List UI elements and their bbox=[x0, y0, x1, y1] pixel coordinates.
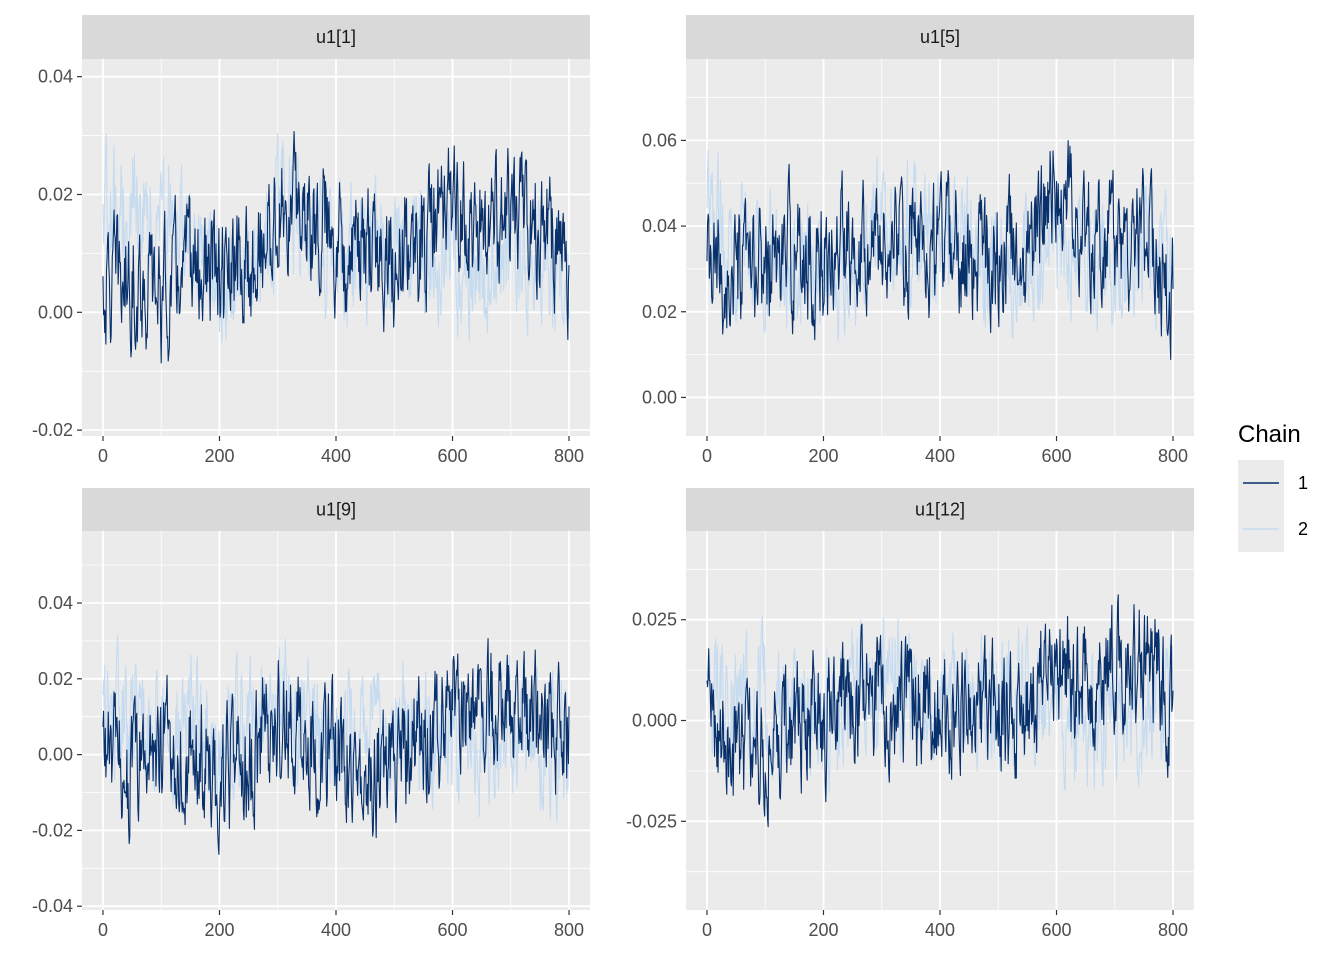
traces bbox=[102, 635, 570, 855]
facet-strip bbox=[686, 15, 1194, 59]
x-tick-label: 400 bbox=[321, 920, 351, 940]
facet-title: u1[9] bbox=[316, 500, 356, 520]
panel-2: u1[5] 0 200 400 600 800 0.00 0.02 0.04 0.06 bbox=[642, 15, 1194, 466]
y-tick-label: 0.02 bbox=[38, 184, 73, 204]
traces bbox=[706, 594, 1174, 828]
x-tick-label: 600 bbox=[1041, 920, 1071, 940]
x-tick-label: 800 bbox=[554, 446, 584, 466]
x-tick-label: 0 bbox=[98, 446, 108, 466]
x-tick-label: 600 bbox=[437, 446, 467, 466]
y-tick-label: -0.025 bbox=[626, 811, 677, 831]
x-tick-label: 600 bbox=[437, 920, 467, 940]
panel-1: u1[1] 0 200 400 600 800 -0.02 0.00 0.02 0.04 bbox=[32, 15, 590, 466]
facet-title: u1[5] bbox=[920, 27, 960, 47]
y-tick-label: 0.06 bbox=[642, 130, 677, 150]
trace-chain-1 bbox=[102, 638, 570, 855]
x-tick-label: 0 bbox=[98, 920, 108, 940]
y-tick-label: 0.02 bbox=[642, 302, 677, 322]
facet-title: u1[1] bbox=[316, 27, 356, 47]
x-tick-label: 200 bbox=[204, 446, 234, 466]
facet-strip bbox=[82, 488, 590, 531]
legend-label: 1 bbox=[1298, 473, 1308, 493]
y-tick-label: 0.000 bbox=[632, 711, 677, 731]
x-tick-label: 200 bbox=[808, 920, 838, 940]
legend-label: 2 bbox=[1298, 519, 1308, 539]
y-tick-label: 0.00 bbox=[642, 387, 677, 407]
x-tick-label: 0 bbox=[702, 920, 712, 940]
x-tick-label: 0 bbox=[702, 446, 712, 466]
y-tick-label: -0.02 bbox=[32, 820, 73, 840]
y-tick-label: 0.04 bbox=[38, 67, 73, 87]
y-tick-label: -0.04 bbox=[32, 896, 73, 916]
x-tick-label: 600 bbox=[1041, 446, 1071, 466]
y-tick-label: 0.04 bbox=[38, 593, 73, 613]
facet-strip bbox=[686, 488, 1194, 531]
traces bbox=[706, 140, 1174, 361]
trace-chain-1 bbox=[706, 140, 1174, 361]
y-tick-label: -0.02 bbox=[32, 420, 73, 440]
legend: Chain 1 2 bbox=[1238, 421, 1308, 552]
x-tick-label: 200 bbox=[204, 920, 234, 940]
y-tick-label: 0.025 bbox=[632, 610, 677, 630]
trace-chain-2 bbox=[102, 133, 570, 344]
y-tick-label: 0.04 bbox=[642, 216, 677, 236]
traces bbox=[102, 130, 570, 364]
legend-title: Chain bbox=[1238, 421, 1301, 448]
x-tick-label: 400 bbox=[925, 920, 955, 940]
facet-strip bbox=[82, 15, 590, 59]
trace-chain-1 bbox=[706, 594, 1174, 828]
x-tick-label: 800 bbox=[1158, 920, 1188, 940]
trace-chain-2 bbox=[706, 150, 1174, 342]
x-tick-label: 400 bbox=[321, 446, 351, 466]
y-tick-label: 0.02 bbox=[38, 669, 73, 689]
facet-title: u1[12] bbox=[915, 500, 965, 520]
x-tick-label: 800 bbox=[1158, 446, 1188, 466]
x-tick-label: 400 bbox=[925, 446, 955, 466]
panel-4: u1[12] 0 200 400 600 800 -0.025 0.000 0.025 bbox=[626, 488, 1194, 940]
trace-chain-1 bbox=[102, 130, 570, 364]
x-tick-label: 200 bbox=[808, 446, 838, 466]
x-tick-label: 800 bbox=[554, 920, 584, 940]
y-tick-label: 0.00 bbox=[38, 302, 73, 322]
y-tick-label: 0.00 bbox=[38, 745, 73, 765]
panel-3: u1[9] 0 200 400 600 800 -0.04 -0.02 0.00 0.02 0.04 bbox=[32, 488, 590, 940]
